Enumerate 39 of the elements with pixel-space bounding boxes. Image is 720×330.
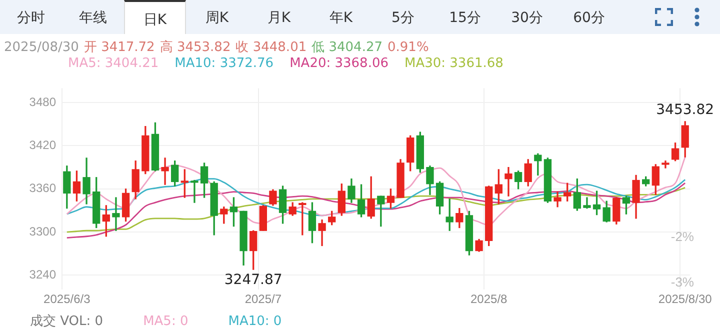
y-tick-label: 3240 <box>29 268 56 282</box>
text: MA10: 0 <box>228 314 282 329</box>
candlestick <box>662 160 670 168</box>
text: 分时 <box>16 9 46 28</box>
text: MA5: 3404.21 <box>68 56 159 71</box>
annotation: 3453.82 <box>656 102 714 118</box>
x-tick-label: 2025/6/3 <box>44 292 91 306</box>
text: 0.91% <box>388 40 429 55</box>
text: 2025/08/30 <box>4 40 79 55</box>
text: MA10: 3372.76 <box>174 56 274 71</box>
y-tick-label: 3360 <box>29 181 56 196</box>
x-tick-label: 2025/7 <box>244 292 282 306</box>
text: 5分 <box>390 9 416 28</box>
x-tick-label: 2025/8 <box>470 292 508 306</box>
text: 30分 <box>510 9 544 28</box>
text: 开 3417.72 <box>84 40 155 55</box>
text: MA20: 3368.06 <box>290 56 388 71</box>
y2-tick-label: -3% <box>670 274 694 290</box>
text: 周K <box>204 9 230 28</box>
y-tick-label: 3420 <box>29 138 56 152</box>
text: 年线 <box>78 9 108 28</box>
text: 15分 <box>448 9 482 28</box>
y-tick-label: 3300 <box>29 224 56 238</box>
text: 年K <box>328 9 354 28</box>
candlestick <box>190 180 198 203</box>
text: MA5: 0 <box>143 314 188 329</box>
annotation: 3247.87 <box>224 272 282 288</box>
text: 成交 VOL: 0 <box>30 314 104 329</box>
text: 收 3448.01 <box>236 40 307 55</box>
text: 高 3453.82 <box>160 40 231 55</box>
text: 低 3404.27 <box>312 40 382 55</box>
text: 日K <box>124 0 186 34</box>
text: 月K <box>266 9 292 28</box>
text: MA30: 3361.68 <box>404 56 504 71</box>
y2-tick-label: -2% <box>670 229 694 244</box>
candlestick <box>180 169 188 198</box>
x-tick-label: 2025/8/30 <box>658 292 712 306</box>
y-tick-label: 3480 <box>29 94 56 109</box>
text: 60分 <box>572 9 606 28</box>
